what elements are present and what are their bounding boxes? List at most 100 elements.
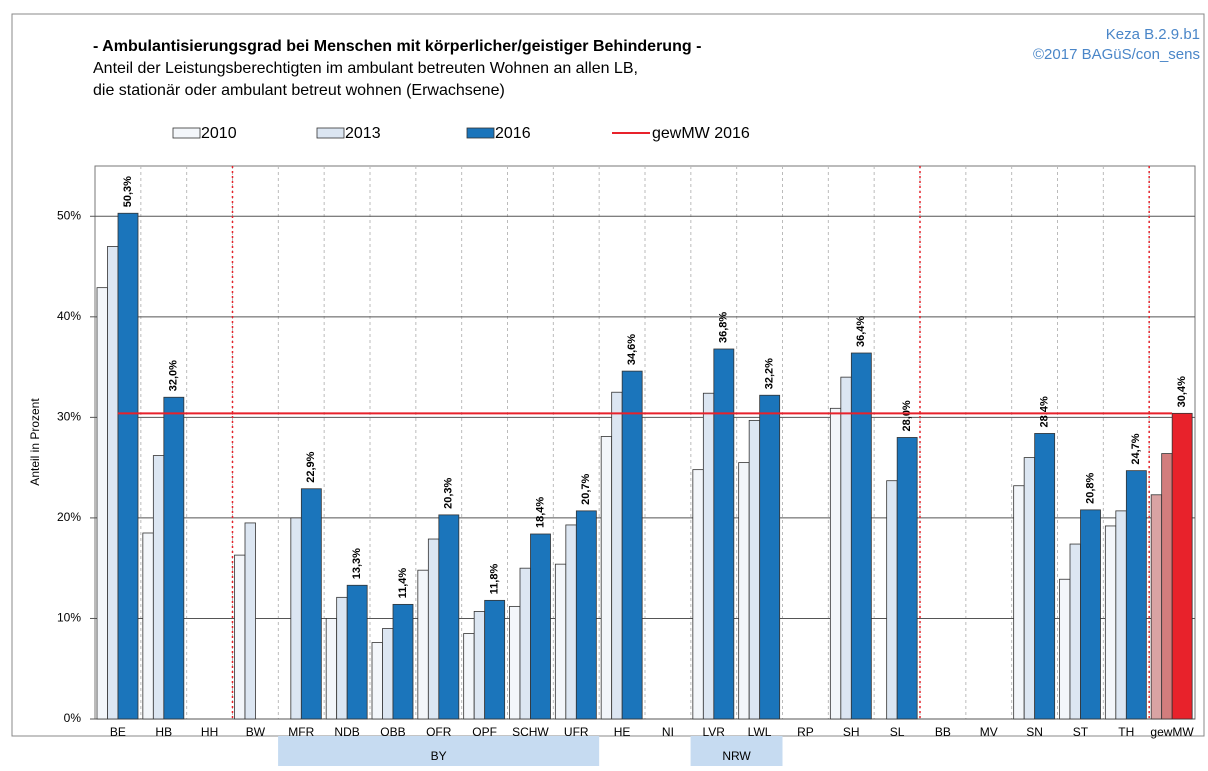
data-label: 50,3% <box>122 176 134 207</box>
x-tick-label: SCHW <box>512 725 549 739</box>
bar <box>850 352 872 720</box>
subtitle: die stationär oder ambulant betreut wohn… <box>93 82 505 99</box>
data-label: 20,7% <box>580 473 592 504</box>
bar <box>371 642 383 720</box>
data-label: 36,4% <box>855 316 867 347</box>
bar <box>1023 457 1036 720</box>
bar <box>530 533 551 720</box>
bar <box>346 584 368 720</box>
data-label: 30,4% <box>1176 376 1188 407</box>
x-tick-label: MV <box>980 725 998 739</box>
legend-swatch <box>466 127 495 139</box>
bar <box>1171 412 1193 720</box>
bar <box>1125 470 1147 720</box>
legend-label: 2016 <box>495 125 531 142</box>
bar <box>896 437 918 720</box>
data-label: 11,4% <box>397 568 409 599</box>
bar <box>473 611 486 720</box>
bar <box>1150 494 1163 720</box>
bar <box>382 628 394 720</box>
bar <box>519 567 531 720</box>
bar <box>96 287 108 720</box>
data-label: 32,2% <box>764 358 776 389</box>
bar <box>554 563 567 720</box>
y-tick-label: 10% <box>57 611 81 625</box>
data-label: 34,6% <box>626 334 638 365</box>
bar <box>152 455 165 720</box>
bar <box>840 376 852 720</box>
bar <box>1013 485 1025 720</box>
data-label: 20,3% <box>443 477 455 508</box>
x-tick-label: RP <box>797 725 814 739</box>
y-tick-label: 40% <box>57 309 81 323</box>
bar <box>336 596 348 720</box>
bar <box>1080 509 1101 720</box>
x-tick-label: HB <box>155 725 172 739</box>
bar <box>829 407 842 720</box>
data-label: 11,8% <box>489 564 501 595</box>
bar <box>713 348 735 720</box>
x-tick-label: TH <box>1118 725 1134 739</box>
x-tick-label: NI <box>662 725 674 739</box>
bar <box>702 392 715 720</box>
bar <box>463 633 475 720</box>
x-tick-label: NDB <box>334 725 359 739</box>
y-tick-label: 0% <box>64 711 82 725</box>
bar <box>244 522 256 720</box>
bar <box>117 212 139 720</box>
legend-swatch <box>316 127 345 139</box>
data-label: 32,0% <box>168 360 180 391</box>
x-tick-label: HH <box>201 725 218 739</box>
x-tick-label: gewMW <box>1150 725 1194 739</box>
data-label: 18,4% <box>534 497 546 528</box>
data-label: 24,7% <box>1130 433 1142 464</box>
data-label: 36,8% <box>718 312 730 343</box>
subtitle: Anteil der Leistungsberechtigten im ambu… <box>93 60 638 77</box>
bar <box>1034 433 1056 720</box>
bar <box>611 391 623 720</box>
bar <box>692 469 704 720</box>
bar <box>163 396 185 720</box>
x-tick-label: OFR <box>426 725 452 739</box>
x-tick-label: BB <box>935 725 951 739</box>
data-label: 20,8% <box>1084 472 1096 503</box>
bar <box>1161 453 1173 720</box>
x-tick-label: MFR <box>288 725 314 739</box>
y-tick-label: 30% <box>57 410 81 424</box>
bar <box>300 488 322 720</box>
bar <box>621 370 643 720</box>
y-tick-label: 50% <box>57 208 81 222</box>
bar <box>234 554 246 720</box>
group-box <box>278 736 600 766</box>
bar <box>738 462 750 720</box>
bar <box>1069 543 1081 720</box>
x-tick-label: SN <box>1026 725 1043 739</box>
bar <box>438 514 460 720</box>
bar <box>886 480 898 720</box>
x-tick-label: SH <box>843 725 860 739</box>
bar <box>290 517 302 720</box>
bar <box>142 532 154 720</box>
chart-title: - Ambulantisierungsgrad bei Menschen mit… <box>93 38 701 55</box>
bar <box>1115 510 1127 720</box>
bar <box>748 419 761 720</box>
x-tick-label: OBB <box>380 725 405 739</box>
bar <box>417 569 429 720</box>
x-tick-label: BE <box>110 725 126 739</box>
bar <box>392 603 414 720</box>
bar <box>565 524 577 720</box>
bar <box>325 618 338 720</box>
group-label: BY <box>431 749 447 763</box>
group-label: NRW <box>722 749 751 763</box>
source: Keza B.2.9.b1 <box>1106 26 1200 43</box>
bar <box>509 605 521 720</box>
x-tick-label: HE <box>614 725 631 739</box>
bar <box>759 394 781 720</box>
data-label: 13,3% <box>351 548 363 579</box>
data-label: 22,9% <box>305 451 317 482</box>
x-tick-label: UFR <box>564 725 589 739</box>
bar <box>484 599 506 720</box>
legend-label: 2010 <box>201 125 237 142</box>
bar <box>1104 525 1117 720</box>
